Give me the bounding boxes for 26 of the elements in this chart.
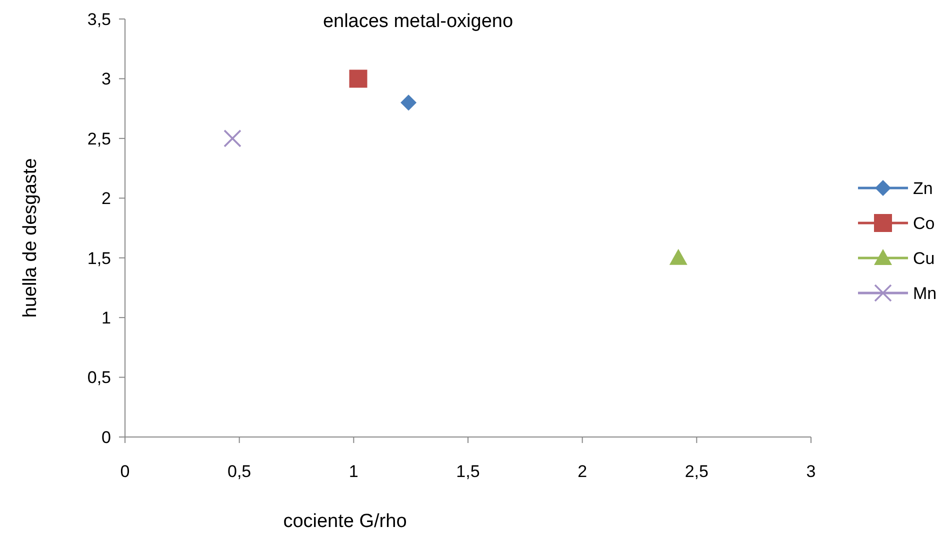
y-tick-label: 3,5 xyxy=(87,10,111,29)
point xyxy=(349,70,368,88)
y-tick-label: 0 xyxy=(102,428,111,447)
x-tick-label: 0,5 xyxy=(228,462,252,481)
y-tick-label: 0,5 xyxy=(87,368,111,388)
x-tick-label: 1,5 xyxy=(456,462,480,481)
y-axis-title: huella de desgaste xyxy=(20,158,41,318)
legend-label: Zn xyxy=(913,178,933,198)
y-tick-label: 2 xyxy=(102,189,111,208)
point xyxy=(224,130,242,148)
legend-label: Mn xyxy=(913,284,937,303)
x-axis-title: cociente G/rho xyxy=(283,511,407,532)
y-tick-label: 1 xyxy=(102,308,111,328)
y-tick-label: 2,5 xyxy=(87,129,111,148)
x-tick-label: 2 xyxy=(578,462,588,481)
legend-label: Co xyxy=(913,214,935,233)
point xyxy=(669,248,688,265)
y-tick-label: 1,5 xyxy=(87,248,111,268)
chart-title: enlaces metal-oxigeno xyxy=(322,11,514,32)
x-tick-label: 1 xyxy=(348,462,358,481)
point xyxy=(400,94,417,111)
x-tick-label: 0 xyxy=(120,462,130,481)
y-tick-label: 3 xyxy=(102,70,111,89)
x-tick-label: 2,5 xyxy=(684,462,708,481)
x-tick-label: 3 xyxy=(806,462,816,481)
legend-label: Cu xyxy=(913,248,935,268)
